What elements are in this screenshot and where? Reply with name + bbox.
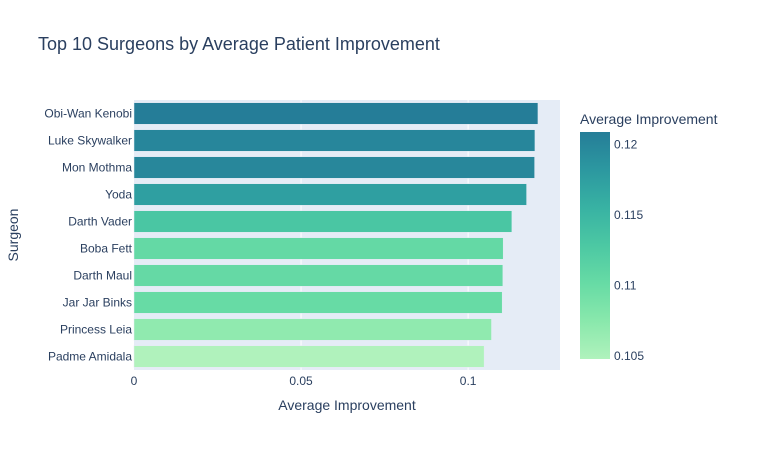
bar[interactable] [133,129,536,152]
y-tick-label: Boba Fett [80,242,133,256]
colorbar-tick-label: 0.115 [614,208,643,222]
colorbar-ticks: 0.105 0.11 0.115 0.12 [614,138,644,363]
y-tick-label: Obi-Wan Kenobi [44,107,132,121]
bar[interactable] [133,183,527,206]
y-tick-label: Padme Amidala [48,350,132,364]
x-tick-label: 0.1 [460,374,477,388]
colorbar-tick-label: 0.11 [614,279,637,293]
chart-title: Top 10 Surgeons by Average Patient Impro… [38,34,440,54]
x-tick-label: 0.05 [289,374,313,388]
y-tick-label: Darth Maul [73,269,132,283]
bar[interactable] [133,318,492,341]
x-tick-labels: 0 0.05 0.1 [131,374,477,388]
colorbar-title: Average Improvement [580,111,718,127]
colorbar-tick-label: 0.12 [614,138,638,152]
y-tick-label: Luke Skywalker [48,134,132,148]
y-tick-label: Jar Jar Binks [63,296,132,310]
x-tick-label: 0 [131,374,138,388]
bars [133,102,539,368]
bar[interactable] [133,291,503,314]
y-axis-title: Surgeon [5,209,21,262]
y-tick-label: Yoda [105,188,132,202]
colorbar [580,132,610,359]
bar[interactable] [133,156,535,179]
y-tick-labels: Obi-Wan Kenobi Luke Skywalker Mon Mothma Yo… [44,107,132,364]
colorbar-tick-label: 0.105 [614,349,644,363]
bar[interactable] [133,264,504,287]
x-axis-title: Average Improvement [278,397,416,413]
bar[interactable] [133,210,513,233]
bar[interactable] [133,102,539,125]
bar[interactable] [133,345,485,368]
y-tick-label: Darth Vader [68,215,132,229]
bar[interactable] [133,237,504,260]
y-tick-label: Princess Leia [60,323,132,337]
y-tick-label: Mon Mothma [62,161,132,175]
